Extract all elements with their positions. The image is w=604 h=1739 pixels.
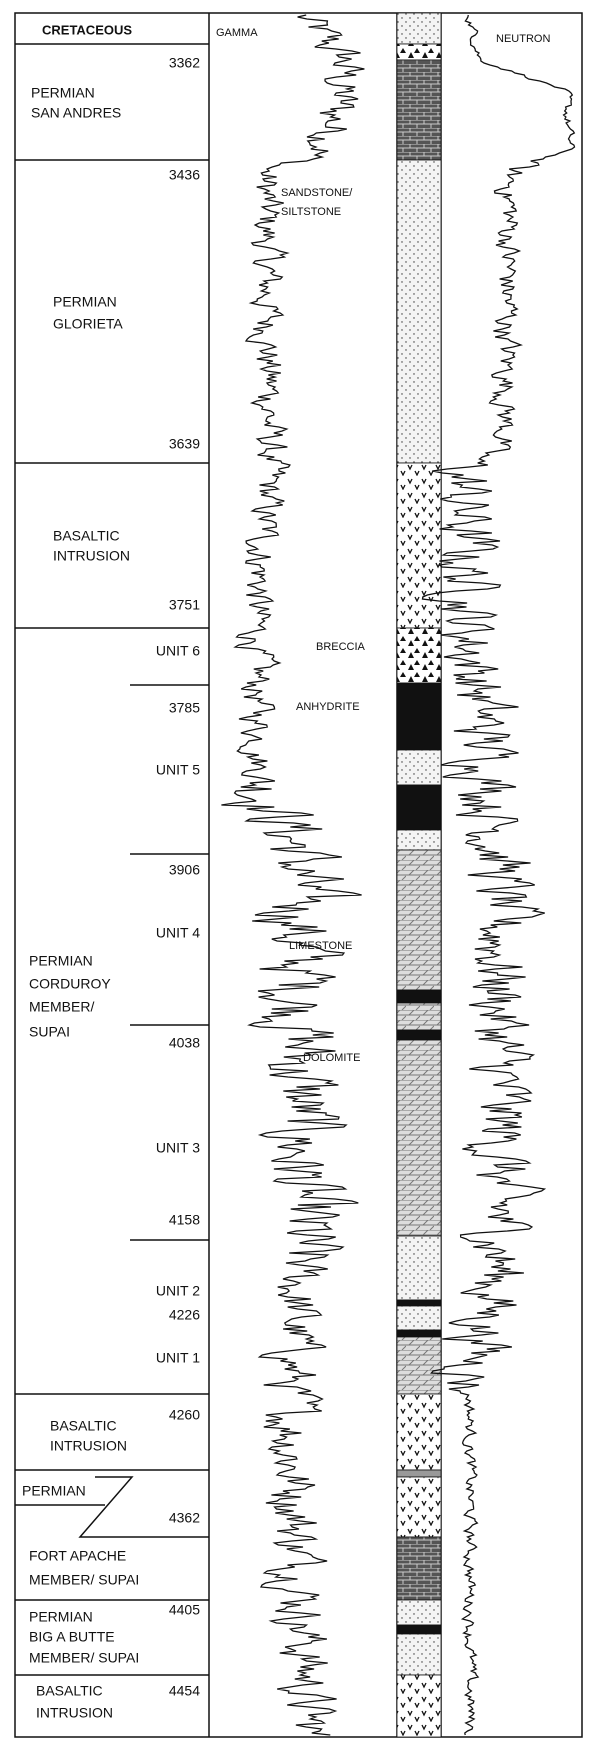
lithology-segment (397, 683, 441, 750)
formation-label: PERMIAN (31, 85, 95, 101)
formation-label: PERMIAN (22, 1483, 86, 1499)
formation-label: MEMBER/ SUPAI (29, 1650, 139, 1666)
formation-label: BASALTIC (53, 528, 120, 544)
lithology-segment (397, 850, 441, 990)
unit-label: UNIT 6 (156, 643, 200, 659)
lithology-segment (397, 1537, 441, 1600)
lithology-segment (397, 463, 441, 628)
depth-label: 3639 (169, 436, 200, 452)
lithology-label: ANHYDRITE (296, 701, 360, 713)
formation-label: FORT APACHE (29, 1548, 126, 1564)
lithology-column (397, 13, 441, 1737)
lithology-segment (397, 1330, 441, 1337)
formation-label: SUPAI (29, 1024, 70, 1040)
formation-label: MEMBER/ (29, 999, 94, 1015)
depth-label: 4454 (169, 1683, 200, 1699)
neutron-curve (423, 15, 575, 1735)
unit-label: UNIT 2 (156, 1283, 200, 1299)
lithology-segment (397, 1306, 441, 1330)
formation-label: INTRUSION (36, 1705, 113, 1721)
lithology-segment (397, 1470, 441, 1477)
formation-label: GLORIETA (53, 316, 123, 332)
lithology-segment (397, 1634, 441, 1675)
depth-label: 4362 (169, 1510, 200, 1526)
formation-label: BIG A BUTTE (29, 1629, 115, 1645)
depth-label: 3362 (169, 55, 200, 71)
formation-label: BASALTIC (36, 1683, 103, 1699)
lithology-segment (397, 13, 441, 44)
lithology-label: SILTSTONE (281, 206, 341, 218)
curve-header: NEUTRON (496, 33, 550, 45)
depth-label: 4405 (169, 1602, 200, 1618)
well-log: CRETACEOUS GAMMA NEUTRON PERMIAN SAN AND… (0, 0, 604, 1739)
lithology-segment (397, 1337, 441, 1394)
gamma-curve (221, 15, 364, 1735)
depth-label: 3785 (169, 700, 200, 716)
lithology-label: DOLOMITE (303, 1052, 360, 1064)
labels: CRETACEOUS GAMMA NEUTRON PERMIAN SAN AND… (22, 22, 550, 1720)
lithology-segment (397, 1300, 441, 1306)
lithology-segment (397, 990, 441, 1003)
lithology-segment (397, 1625, 441, 1634)
lithology-segment (397, 830, 441, 850)
lithology-segment (397, 1040, 441, 1236)
formation-label: MEMBER/ SUPAI (29, 1572, 139, 1588)
formation-label: PERMIAN (53, 294, 117, 310)
formation-label: INTRUSION (50, 1438, 127, 1454)
lithology-segment (397, 1675, 441, 1737)
depth-label: 4038 (169, 1035, 200, 1051)
lithology-segment (397, 1600, 441, 1625)
depth-label: 4260 (169, 1407, 200, 1423)
depth-label: 3751 (169, 597, 200, 613)
lithology-segment (397, 1003, 441, 1030)
formation-label: PERMIAN (29, 953, 93, 969)
formation-label: INTRUSION (53, 548, 130, 564)
formation-label: BASALTIC (50, 1418, 117, 1434)
lithology-segment (397, 628, 441, 683)
lithology-label: LIMESTONE (289, 940, 352, 952)
lithology-segment (397, 1477, 441, 1537)
formation-label: SAN ANDRES (31, 105, 121, 121)
lithology-segment (397, 785, 441, 830)
lithology-label: SANDSTONE/ (281, 187, 353, 199)
unit-label: UNIT 5 (156, 762, 200, 778)
lithology-segment (397, 750, 441, 785)
lithology-segment (397, 1394, 441, 1470)
depth-label: 4158 (169, 1212, 200, 1228)
curve-header: GAMMA (216, 27, 258, 39)
lithology-segment (397, 1236, 441, 1300)
lithology-segment (397, 60, 441, 160)
lithology-segment (397, 1030, 441, 1040)
depth-label: 3436 (169, 167, 200, 183)
formation-label: CORDUROY (29, 976, 111, 992)
lithology-segment (397, 44, 441, 60)
unit-label: UNIT 4 (156, 925, 200, 941)
depth-label: 4226 (169, 1307, 200, 1323)
formation-label: PERMIAN (29, 1609, 93, 1625)
formation-label: CRETACEOUS (42, 22, 132, 37)
depth-label: 3906 (169, 862, 200, 878)
unit-label: UNIT 3 (156, 1140, 200, 1156)
lithology-segment (397, 160, 441, 463)
unit-label: UNIT 1 (156, 1350, 200, 1366)
lithology-label: BRECCIA (316, 641, 366, 653)
